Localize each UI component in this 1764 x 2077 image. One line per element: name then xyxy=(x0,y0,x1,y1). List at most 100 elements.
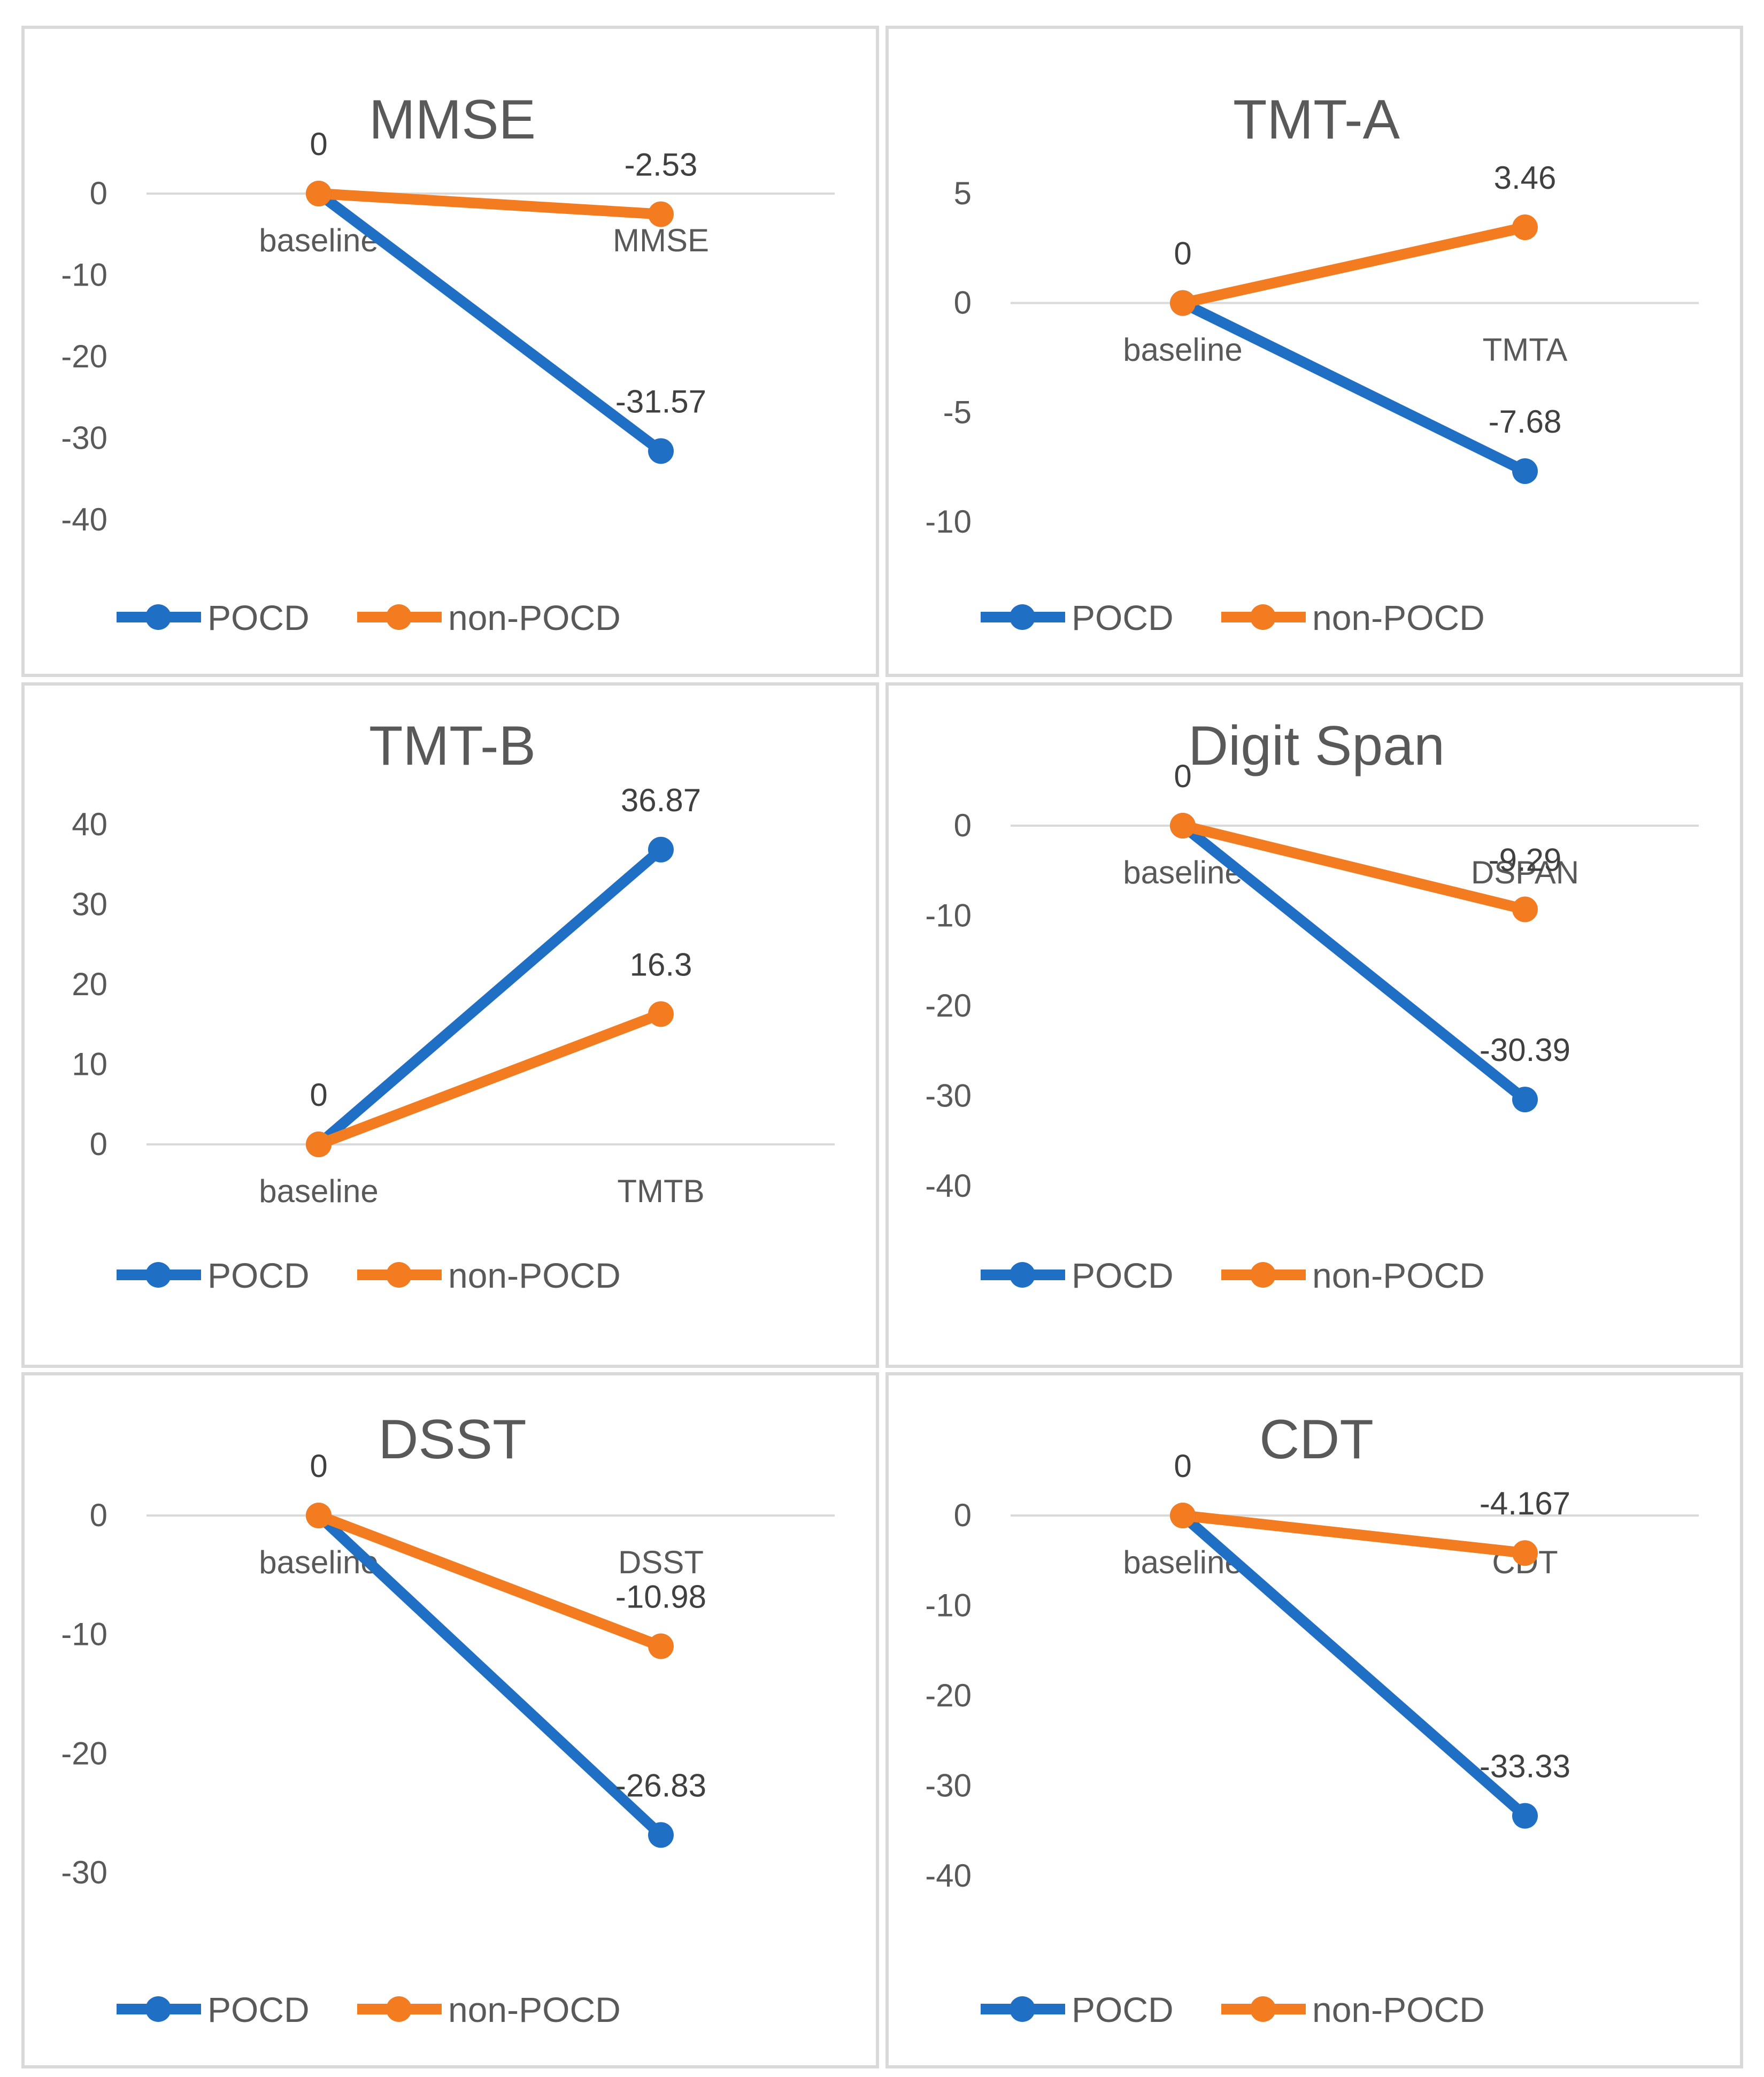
legend-label: non-POCD xyxy=(448,598,621,637)
data-point-pocd xyxy=(1512,1087,1538,1113)
legend-label: POCD xyxy=(207,1990,310,2029)
chart-title: Digit Span xyxy=(1188,715,1445,777)
chart-panel-tmt-b: TMT-B 40 30 20 10 0 baseline TMTB 0 36.87 16.3 POCD… xyxy=(21,682,879,1368)
legend-swatch-marker xyxy=(1010,1262,1035,1288)
chart-title: DSST xyxy=(378,1409,526,1471)
chart-panel-tmt-a: TMT-A 5 0 -5 -10 baseline TMTA 0 -7.68 3.46 POCD no… xyxy=(885,26,1743,677)
series-line-non-pocd xyxy=(1177,1510,1530,1559)
data-label: -26.83 xyxy=(615,1767,706,1803)
series-line-pocd xyxy=(1177,1510,1530,1821)
legend-label: non-POCD xyxy=(448,1256,621,1295)
data-point-non-pocd xyxy=(648,201,674,227)
series-line-non-pocd xyxy=(313,1009,666,1150)
y-tick-label: -10 xyxy=(925,504,972,540)
y-tick-label: -10 xyxy=(61,1617,107,1652)
data-point-non-pocd xyxy=(306,1503,332,1528)
legend-label: POCD xyxy=(207,598,310,637)
data-point-pocd xyxy=(1512,1803,1538,1829)
data-label: 3.46 xyxy=(1494,160,1557,196)
data-label: -30.39 xyxy=(1480,1032,1570,1068)
data-point-non-pocd xyxy=(1170,1503,1196,1528)
y-tick-label: -5 xyxy=(943,394,972,430)
y-tick-label: -20 xyxy=(61,339,107,374)
data-point-pocd xyxy=(648,836,674,863)
legend-swatch-marker xyxy=(1250,604,1276,630)
data-point-non-pocd xyxy=(1170,290,1196,316)
chart-svg: CDT0-10-20-30-40baselineCDT0-33.33-4.167… xyxy=(925,1409,1699,2029)
legend-swatch-marker xyxy=(386,604,412,630)
legend-swatch-marker xyxy=(1250,1996,1276,2022)
y-tick-label: -20 xyxy=(925,988,972,1024)
legend-label: non-POCD xyxy=(448,1990,621,2029)
series-line-pocd xyxy=(1177,820,1530,1105)
y-tick-label: -10 xyxy=(61,257,107,293)
series-line-pocd xyxy=(1177,297,1530,477)
x-category-label: baseline xyxy=(1123,332,1243,368)
legend-label: POCD xyxy=(207,1256,310,1295)
data-point-non-pocd xyxy=(1512,896,1538,922)
y-tick-label: -10 xyxy=(925,1588,972,1624)
y-tick-label: -30 xyxy=(61,420,107,456)
data-label: 16.3 xyxy=(630,947,692,982)
y-tick-label: 0 xyxy=(90,1126,107,1162)
data-point-pocd xyxy=(648,438,674,464)
legend-label: POCD xyxy=(1072,598,1174,637)
data-point-pocd xyxy=(1512,458,1538,484)
data-point-pocd xyxy=(648,1822,674,1848)
data-point-non-pocd xyxy=(306,1132,332,1157)
data-point-non-pocd xyxy=(1512,214,1538,241)
y-tick-label: 0 xyxy=(90,175,107,211)
legend-swatch-marker xyxy=(1250,1262,1276,1288)
data-label: -4.167 xyxy=(1480,1486,1570,1521)
data-point-non-pocd xyxy=(648,1633,674,1659)
y-tick-label: -10 xyxy=(925,898,972,934)
y-tick-label: -30 xyxy=(925,1078,972,1114)
data-label: 0 xyxy=(1174,236,1191,272)
y-tick-label: 0 xyxy=(954,1497,972,1533)
data-label: 0 xyxy=(1174,758,1191,794)
data-label: 0 xyxy=(310,126,327,162)
data-label: -9.29 xyxy=(1489,842,1562,878)
chart-svg: TMT-A 5 0 -5 -10 baseline TMTA 0 -7.68 3.46 POCD no… xyxy=(925,89,1699,637)
y-tick-label: 0 xyxy=(954,807,972,843)
legend-swatch-marker xyxy=(1010,1996,1035,2022)
data-label: -7.68 xyxy=(1489,404,1562,440)
chart-title: TMT-A xyxy=(1233,89,1400,151)
chart-panel-mmse: MMSE 0 -10 -20 -30 -40 baseline MMSE 0 -31.57 -2.5… xyxy=(21,26,879,677)
y-tick-label: 0 xyxy=(90,1497,107,1533)
y-tick-label: -20 xyxy=(61,1735,107,1771)
data-point-non-pocd xyxy=(306,181,332,206)
legend-label: non-POCD xyxy=(1312,598,1485,637)
legend-label: non-POCD xyxy=(1312,1256,1485,1295)
x-category-label: MMSE xyxy=(613,222,709,258)
x-category-label: TMTB xyxy=(617,1173,704,1209)
chart-title: TMT-B xyxy=(369,715,536,777)
x-category-label: DSPAN xyxy=(1471,855,1579,890)
y-tick-label: -20 xyxy=(925,1678,972,1713)
data-point-non-pocd xyxy=(1512,1540,1538,1566)
series-line-pocd xyxy=(313,844,666,1150)
legend-swatch-marker xyxy=(386,1262,412,1288)
legend-label: non-POCD xyxy=(1312,1990,1485,2029)
series-line-non-pocd xyxy=(313,1510,666,1652)
x-category-label: TMTA xyxy=(1483,332,1568,368)
y-tick-label: 40 xyxy=(72,806,107,842)
y-tick-label: 30 xyxy=(72,887,107,922)
y-tick-label: 20 xyxy=(72,966,107,1002)
data-label: -31.57 xyxy=(615,383,706,419)
data-point-non-pocd xyxy=(1170,813,1196,839)
data-label: 0 xyxy=(1174,1448,1191,1484)
x-category-label: baseline xyxy=(259,1173,379,1209)
series-line-non-pocd xyxy=(313,188,666,220)
y-tick-label: -30 xyxy=(925,1768,972,1804)
legend-label: POCD xyxy=(1072,1256,1174,1295)
y-tick-label: 0 xyxy=(954,285,972,321)
y-tick-label: -30 xyxy=(61,1855,107,1890)
x-category-label: DSST xyxy=(618,1544,704,1580)
data-label: -2.53 xyxy=(625,147,698,183)
y-tick-label: -40 xyxy=(61,502,107,537)
legend-swatch-marker xyxy=(1010,604,1035,630)
